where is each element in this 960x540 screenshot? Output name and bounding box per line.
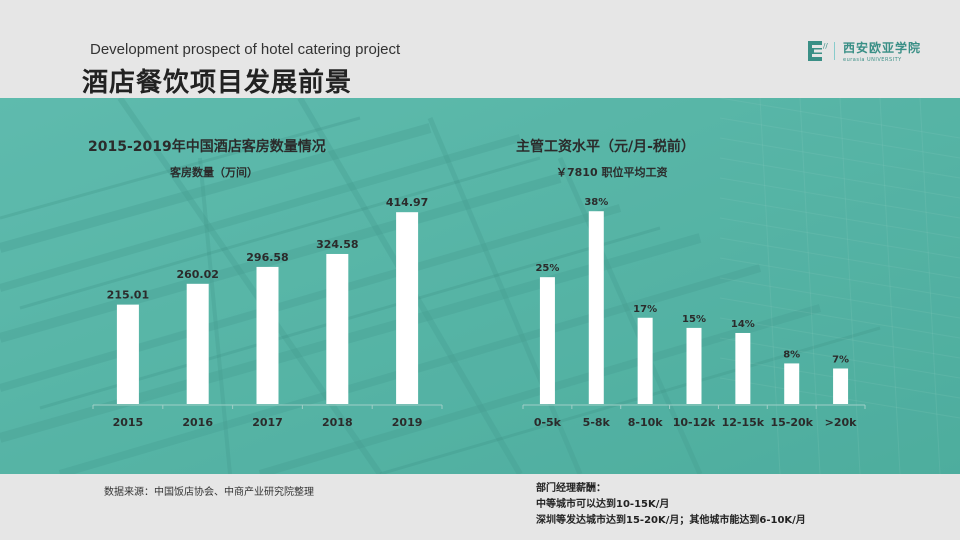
chart2-data-label: 38% [584, 197, 608, 208]
chart1-bar [326, 253, 349, 404]
chart1-tick-label: 2016 [182, 416, 213, 429]
chart2-data-label: 7% [832, 354, 849, 365]
chart1-data-label: 414.97 [386, 196, 428, 209]
page-subtitle: Development prospect of hotel catering p… [90, 41, 401, 58]
chart2-tick-label: 15-20k [770, 416, 813, 429]
chart1-plot: 215.01 2015 260.02 2016 296.58 2017 324.58 2018… [92, 196, 866, 429]
chart2-tick-label: 5-8k [583, 416, 611, 429]
chart1-title: 2015-2019年中国酒店客房数量情况 [88, 139, 326, 155]
chart2-title: 主管工资水平（元/月-税前） [516, 139, 695, 155]
chart1-tick-label: 2015 [113, 416, 144, 429]
logo-text-cn: 西安欧亚学院 [843, 41, 922, 55]
chart1-bar [256, 266, 279, 404]
chart2-bar [588, 211, 604, 404]
logo-separator [834, 42, 835, 60]
chart2-tick-label: 10-12k [673, 416, 716, 429]
chart2-bar [735, 332, 751, 404]
logo-icon: // [808, 41, 828, 61]
salary-note: 部门经理薪酬： 中等城市可以达到10-15K/月 深圳等发达城市达到15-20K… [536, 481, 806, 529]
salary-note-line: 部门经理薪酬： [536, 483, 606, 494]
chart2-data-label: 17% [633, 304, 657, 315]
chart2-data-label: 14% [731, 319, 755, 330]
chart1-bar [116, 304, 139, 404]
logo: // 西安欧亚学院 eurasia UNIVERSITY [808, 39, 921, 63]
chart1-data-label: 215.01 [107, 289, 149, 302]
chart2-data-label: 8% [783, 349, 800, 360]
svg-text://: // [823, 42, 828, 50]
chart1-data-label: 260.02 [176, 268, 218, 281]
salary-note-line: 深圳等发达城市达到15-20K/月；其他城市能达到6-10K/月 [536, 515, 806, 526]
chart2-bar [637, 317, 653, 404]
chart2-bar [784, 363, 800, 404]
chart2-tick-label: >20k [825, 416, 858, 429]
chart1-tick-label: 2017 [252, 416, 283, 429]
data-source: 数据来源：中国饭店协会、中商产业研究院整理 [104, 487, 314, 498]
salary-note-line: 中等城市可以达到10-15K/月 [536, 499, 670, 510]
chart2-subtitle: ￥7810 职位平均工资 [556, 166, 668, 179]
chart1-subtitle: 客房数量（万间） [170, 166, 258, 179]
logo-text-en: eurasia UNIVERSITY [843, 57, 902, 63]
chart2-bar [686, 327, 702, 404]
page-title: 酒店餐饮项目发展前景 [82, 68, 353, 98]
chart1-data-label: 324.58 [316, 238, 358, 251]
chart1-bar [186, 283, 209, 404]
chart1-data-label: 296.58 [246, 251, 288, 264]
chart1-tick-label: 2019 [392, 416, 423, 429]
chart2-data-label: 25% [535, 263, 559, 274]
chart2-data-label: 15% [682, 314, 706, 325]
chart2-tick-label: 0-5k [534, 416, 562, 429]
chart2-tick-label: 12-15k [722, 416, 765, 429]
chart1-bar [396, 212, 419, 404]
chart2-bar [539, 277, 555, 404]
chart-banner: 2015-2019年中国酒店客房数量情况 客房数量（万间） 主管工资水平（元/月… [0, 98, 960, 474]
chart2-bar [833, 368, 849, 404]
chart2-tick-label: 8-10k [628, 416, 664, 429]
chart1-tick-label: 2018 [322, 416, 353, 429]
